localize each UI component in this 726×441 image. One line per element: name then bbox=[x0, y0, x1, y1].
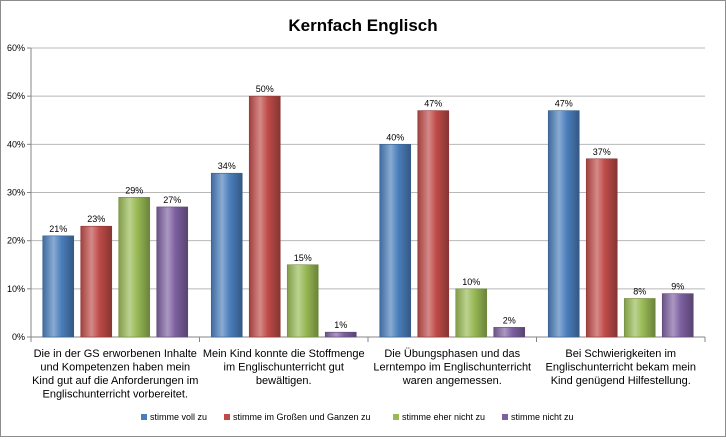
bar bbox=[118, 197, 151, 338]
data-label: 47% bbox=[555, 99, 573, 109]
bar bbox=[210, 172, 243, 338]
bar bbox=[417, 110, 450, 338]
data-label: 9% bbox=[671, 282, 684, 292]
data-label: 34% bbox=[218, 161, 236, 171]
bar bbox=[80, 225, 113, 338]
category-labels: Die in der GS erworbenen Inhalte und Komp… bbox=[32, 348, 696, 401]
bar bbox=[42, 235, 75, 338]
bar bbox=[585, 158, 618, 338]
data-label: 21% bbox=[49, 224, 67, 234]
legend-item: stimme im Großen und Ganzen zu bbox=[224, 412, 371, 422]
bar bbox=[661, 293, 694, 338]
y-tick-label: 20% bbox=[7, 236, 25, 246]
y-tick-label: 30% bbox=[7, 188, 25, 198]
y-tick-label: 50% bbox=[7, 91, 25, 101]
legend-item: stimme voll zu bbox=[141, 412, 207, 422]
y-tick-label: 0% bbox=[12, 332, 25, 342]
legend-swatch bbox=[141, 414, 147, 420]
data-label: 1% bbox=[334, 320, 347, 330]
legend-swatch bbox=[393, 414, 399, 420]
bar bbox=[379, 144, 412, 338]
data-label: 47% bbox=[424, 99, 442, 109]
category-label: Die Übungsphasen und das Lerntempo im Eng… bbox=[373, 348, 531, 387]
category-label: Bei Schwierigkeiten im Englischunterricht… bbox=[546, 348, 696, 387]
data-label: 37% bbox=[593, 147, 611, 157]
legend-item: stimme eher nicht zu bbox=[393, 412, 485, 422]
legend-label: stimme im Großen und Ganzen zu bbox=[233, 412, 371, 422]
bars bbox=[42, 95, 694, 338]
data-label: 50% bbox=[256, 84, 274, 94]
y-tick-label: 10% bbox=[7, 284, 25, 294]
category-label: Mein Kind konnte die Stoffmenge im Englis… bbox=[203, 348, 365, 387]
bar bbox=[455, 288, 488, 338]
legend-label: stimme voll zu bbox=[150, 412, 207, 422]
bar bbox=[286, 264, 319, 338]
data-label: 23% bbox=[87, 214, 105, 224]
data-label: 15% bbox=[294, 253, 312, 263]
y-tick-label: 40% bbox=[7, 139, 25, 149]
data-label: 8% bbox=[633, 286, 646, 296]
legend-swatch bbox=[224, 414, 230, 420]
bar bbox=[248, 95, 281, 338]
chart-title: Kernfach Englisch bbox=[288, 16, 437, 35]
axes: 0% 10% 20% 30% 40% 50% 60% bbox=[7, 43, 706, 342]
data-label: 40% bbox=[386, 132, 404, 142]
data-label: 2% bbox=[503, 315, 516, 325]
bar bbox=[156, 206, 189, 338]
legend-label: stimme nicht zu bbox=[511, 412, 574, 422]
bar bbox=[547, 110, 580, 338]
data-label: 29% bbox=[125, 185, 143, 195]
legend-item: stimme nicht zu bbox=[502, 412, 574, 422]
bar bbox=[493, 327, 526, 338]
data-labels: 21% 23% 29% 27% 34% 50% 15% 1% 40% 47% 10% 2% 47% 37%… bbox=[49, 84, 684, 330]
category-label: Die in der GS erworbenen Inhalte und Komp… bbox=[32, 348, 198, 401]
legend-swatch bbox=[502, 414, 508, 420]
y-tick-label: 60% bbox=[7, 43, 25, 53]
bar bbox=[324, 331, 357, 338]
bar bbox=[623, 298, 656, 338]
legend: stimme voll zu stimme im Großen und Ganze… bbox=[141, 412, 574, 422]
data-label: 10% bbox=[462, 277, 480, 287]
legend-label: stimme eher nicht zu bbox=[402, 412, 485, 422]
data-label: 27% bbox=[163, 195, 181, 205]
